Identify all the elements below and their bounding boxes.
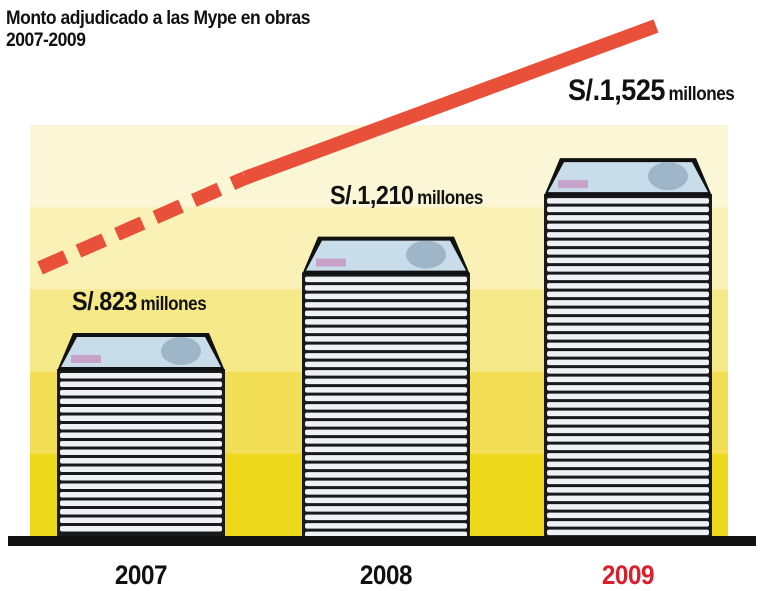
bars (57, 158, 712, 538)
bar-2009 (544, 158, 712, 537)
bar-2008 (302, 236, 470, 538)
value-label-amount: S/.1,525 (568, 74, 665, 107)
chart-title: Monto adjudicado a las Mype en obras 200… (6, 8, 310, 52)
value-label-unit: millones (417, 188, 483, 209)
x-tick-2008: 2008 (359, 560, 413, 590)
trend-solid-segment (242, 19, 659, 185)
bar-2007 (57, 332, 225, 536)
chart-title-line1: Monto adjudicado a las Mype en obras (6, 8, 310, 29)
trend-arrow (37, 19, 659, 275)
value-label-unit: millones (140, 294, 207, 315)
value-label-amount: S/.1,210 (330, 180, 414, 210)
x-tick-2009: 2009 (601, 560, 655, 590)
value-label-2009: S/.1,525 millones (568, 74, 735, 108)
value-label-2007: S/.823 millones (72, 286, 207, 317)
baseline (8, 536, 756, 546)
value-label-2008: S/.1,210 millones (330, 180, 483, 211)
chart-title-line2: 2007-2009 (6, 30, 86, 51)
value-label-amount: S/.823 (72, 286, 137, 316)
value-label-unit: millones (668, 84, 735, 105)
trend-dashed-segment (37, 171, 248, 275)
x-tick-2007: 2007 (114, 560, 168, 590)
